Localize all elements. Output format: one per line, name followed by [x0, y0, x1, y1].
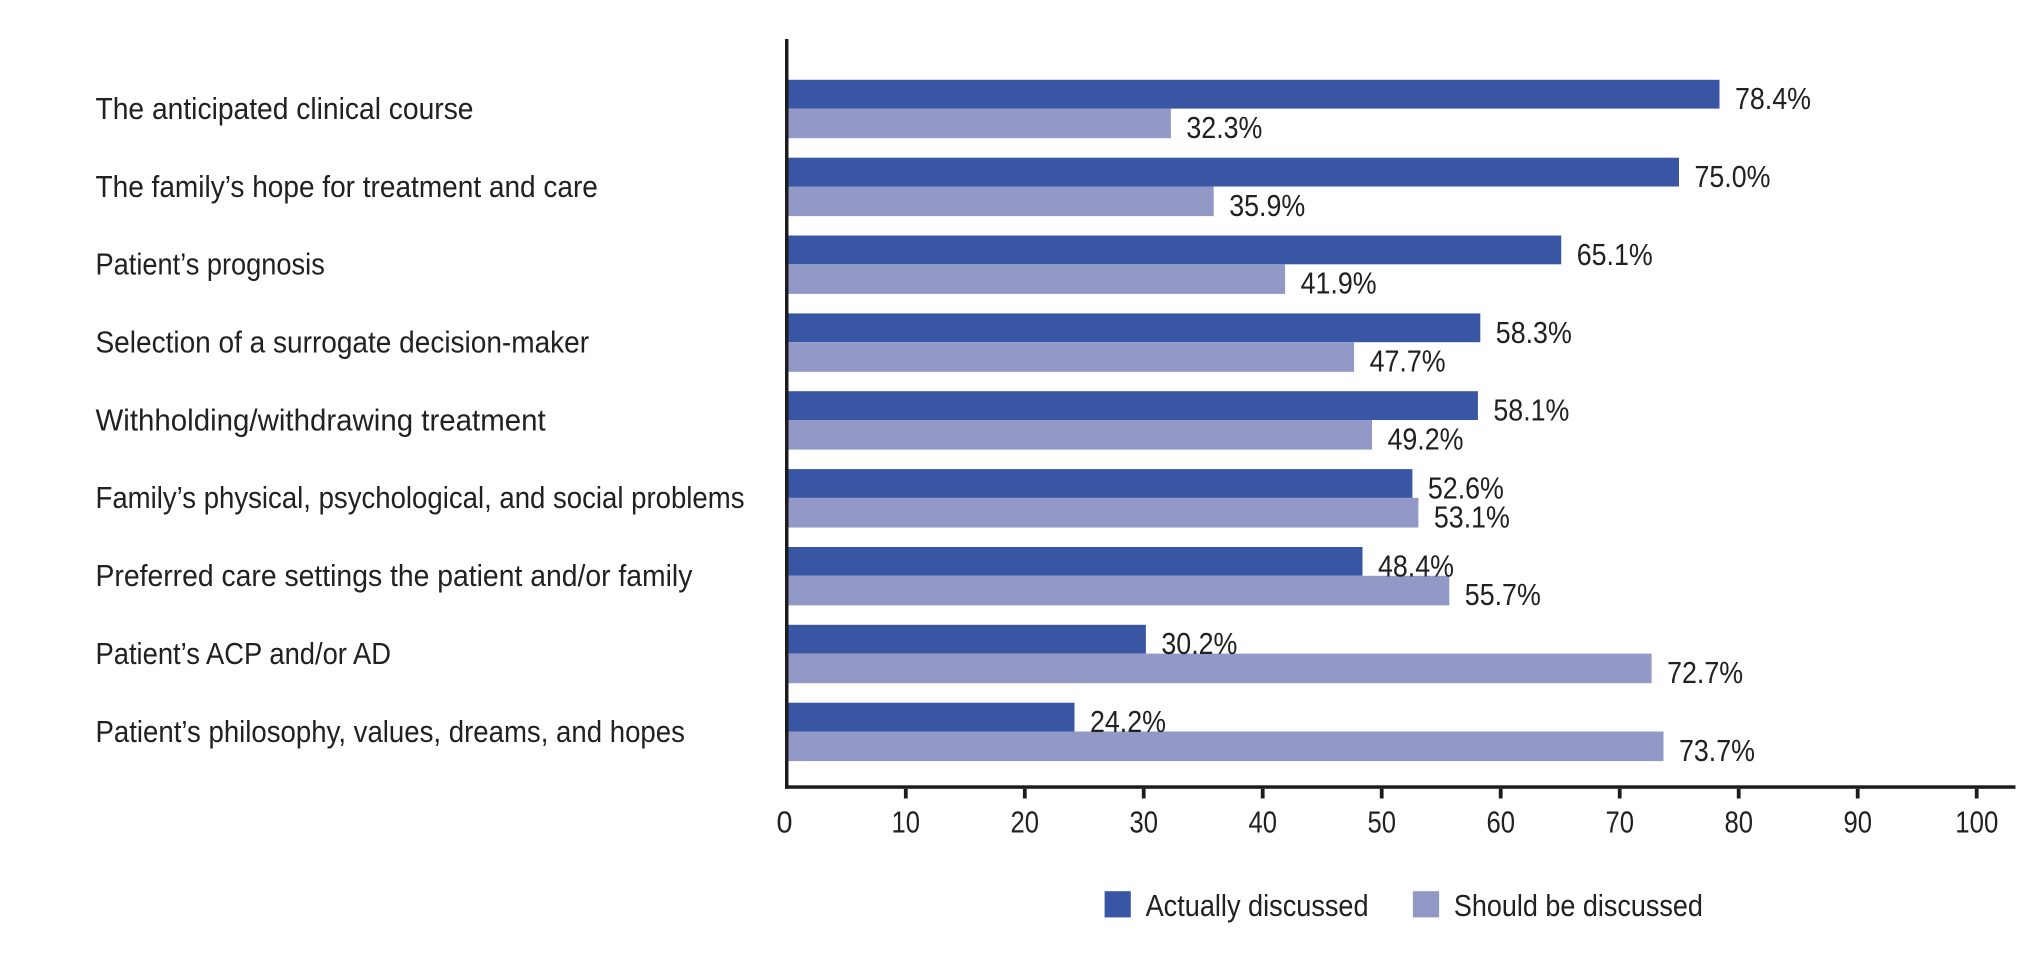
svg-text:78.4%: 78.4%: [1735, 81, 1811, 116]
svg-text:Withholding/withdrawing treatm: Withholding/withdrawing treatment: [96, 402, 547, 437]
svg-text:Preferred care settings the pa: Preferred care settings the patient and/…: [96, 558, 693, 593]
svg-text:75.0%: 75.0%: [1695, 159, 1771, 194]
svg-text:30.2%: 30.2%: [1161, 626, 1237, 661]
svg-text:40: 40: [1249, 805, 1278, 840]
svg-text:24.2%: 24.2%: [1090, 704, 1166, 739]
svg-text:The family’s hope for treatmen: The family’s hope for treatment and care: [96, 169, 598, 204]
svg-text:73.7%: 73.7%: [1679, 733, 1755, 768]
svg-text:48.4%: 48.4%: [1378, 548, 1454, 583]
svg-text:20: 20: [1011, 805, 1040, 840]
svg-text:60: 60: [1487, 805, 1516, 840]
svg-text:35.9%: 35.9%: [1229, 188, 1305, 223]
svg-text:10: 10: [892, 805, 921, 840]
svg-text:55.7%: 55.7%: [1465, 577, 1541, 612]
svg-text:Family’s physical, psychologic: Family’s physical, psychological, and so…: [96, 480, 745, 515]
svg-text:Patient’s prognosis: Patient’s prognosis: [96, 247, 325, 282]
svg-text:30: 30: [1130, 805, 1159, 840]
svg-text:65.1%: 65.1%: [1577, 237, 1653, 272]
svg-text:Selection of a surrogate decis: Selection of a surrogate decision-maker: [96, 325, 590, 360]
svg-text:100: 100: [1955, 805, 1998, 840]
svg-text:47.7%: 47.7%: [1370, 344, 1446, 379]
svg-text:49.2%: 49.2%: [1388, 421, 1464, 456]
svg-text:50: 50: [1368, 805, 1397, 840]
svg-text:41.9%: 41.9%: [1301, 266, 1377, 301]
svg-text:32.3%: 32.3%: [1186, 110, 1262, 145]
svg-text:0: 0: [777, 805, 793, 840]
svg-text:58.3%: 58.3%: [1496, 315, 1572, 350]
svg-text:Patient’s ACP and/or AD: Patient’s ACP and/or AD: [96, 636, 392, 671]
svg-text:The anticipated clinical cours: The anticipated clinical course: [96, 91, 474, 126]
svg-text:58.1%: 58.1%: [1493, 393, 1569, 428]
svg-text:72.7%: 72.7%: [1667, 655, 1743, 690]
svg-text:52.6%: 52.6%: [1428, 471, 1504, 506]
svg-text:Actually discussed: Actually discussed: [1146, 888, 1369, 923]
svg-text:Patient’s philosophy, values,: Patient’s philosophy, values, dreams, an…: [96, 714, 685, 749]
svg-text:70: 70: [1606, 805, 1635, 840]
svg-text:53.1%: 53.1%: [1434, 499, 1510, 534]
svg-text:Should be discussed: Should be discussed: [1454, 888, 1703, 923]
svg-text:80: 80: [1725, 805, 1754, 840]
svg-text:90: 90: [1844, 805, 1873, 840]
